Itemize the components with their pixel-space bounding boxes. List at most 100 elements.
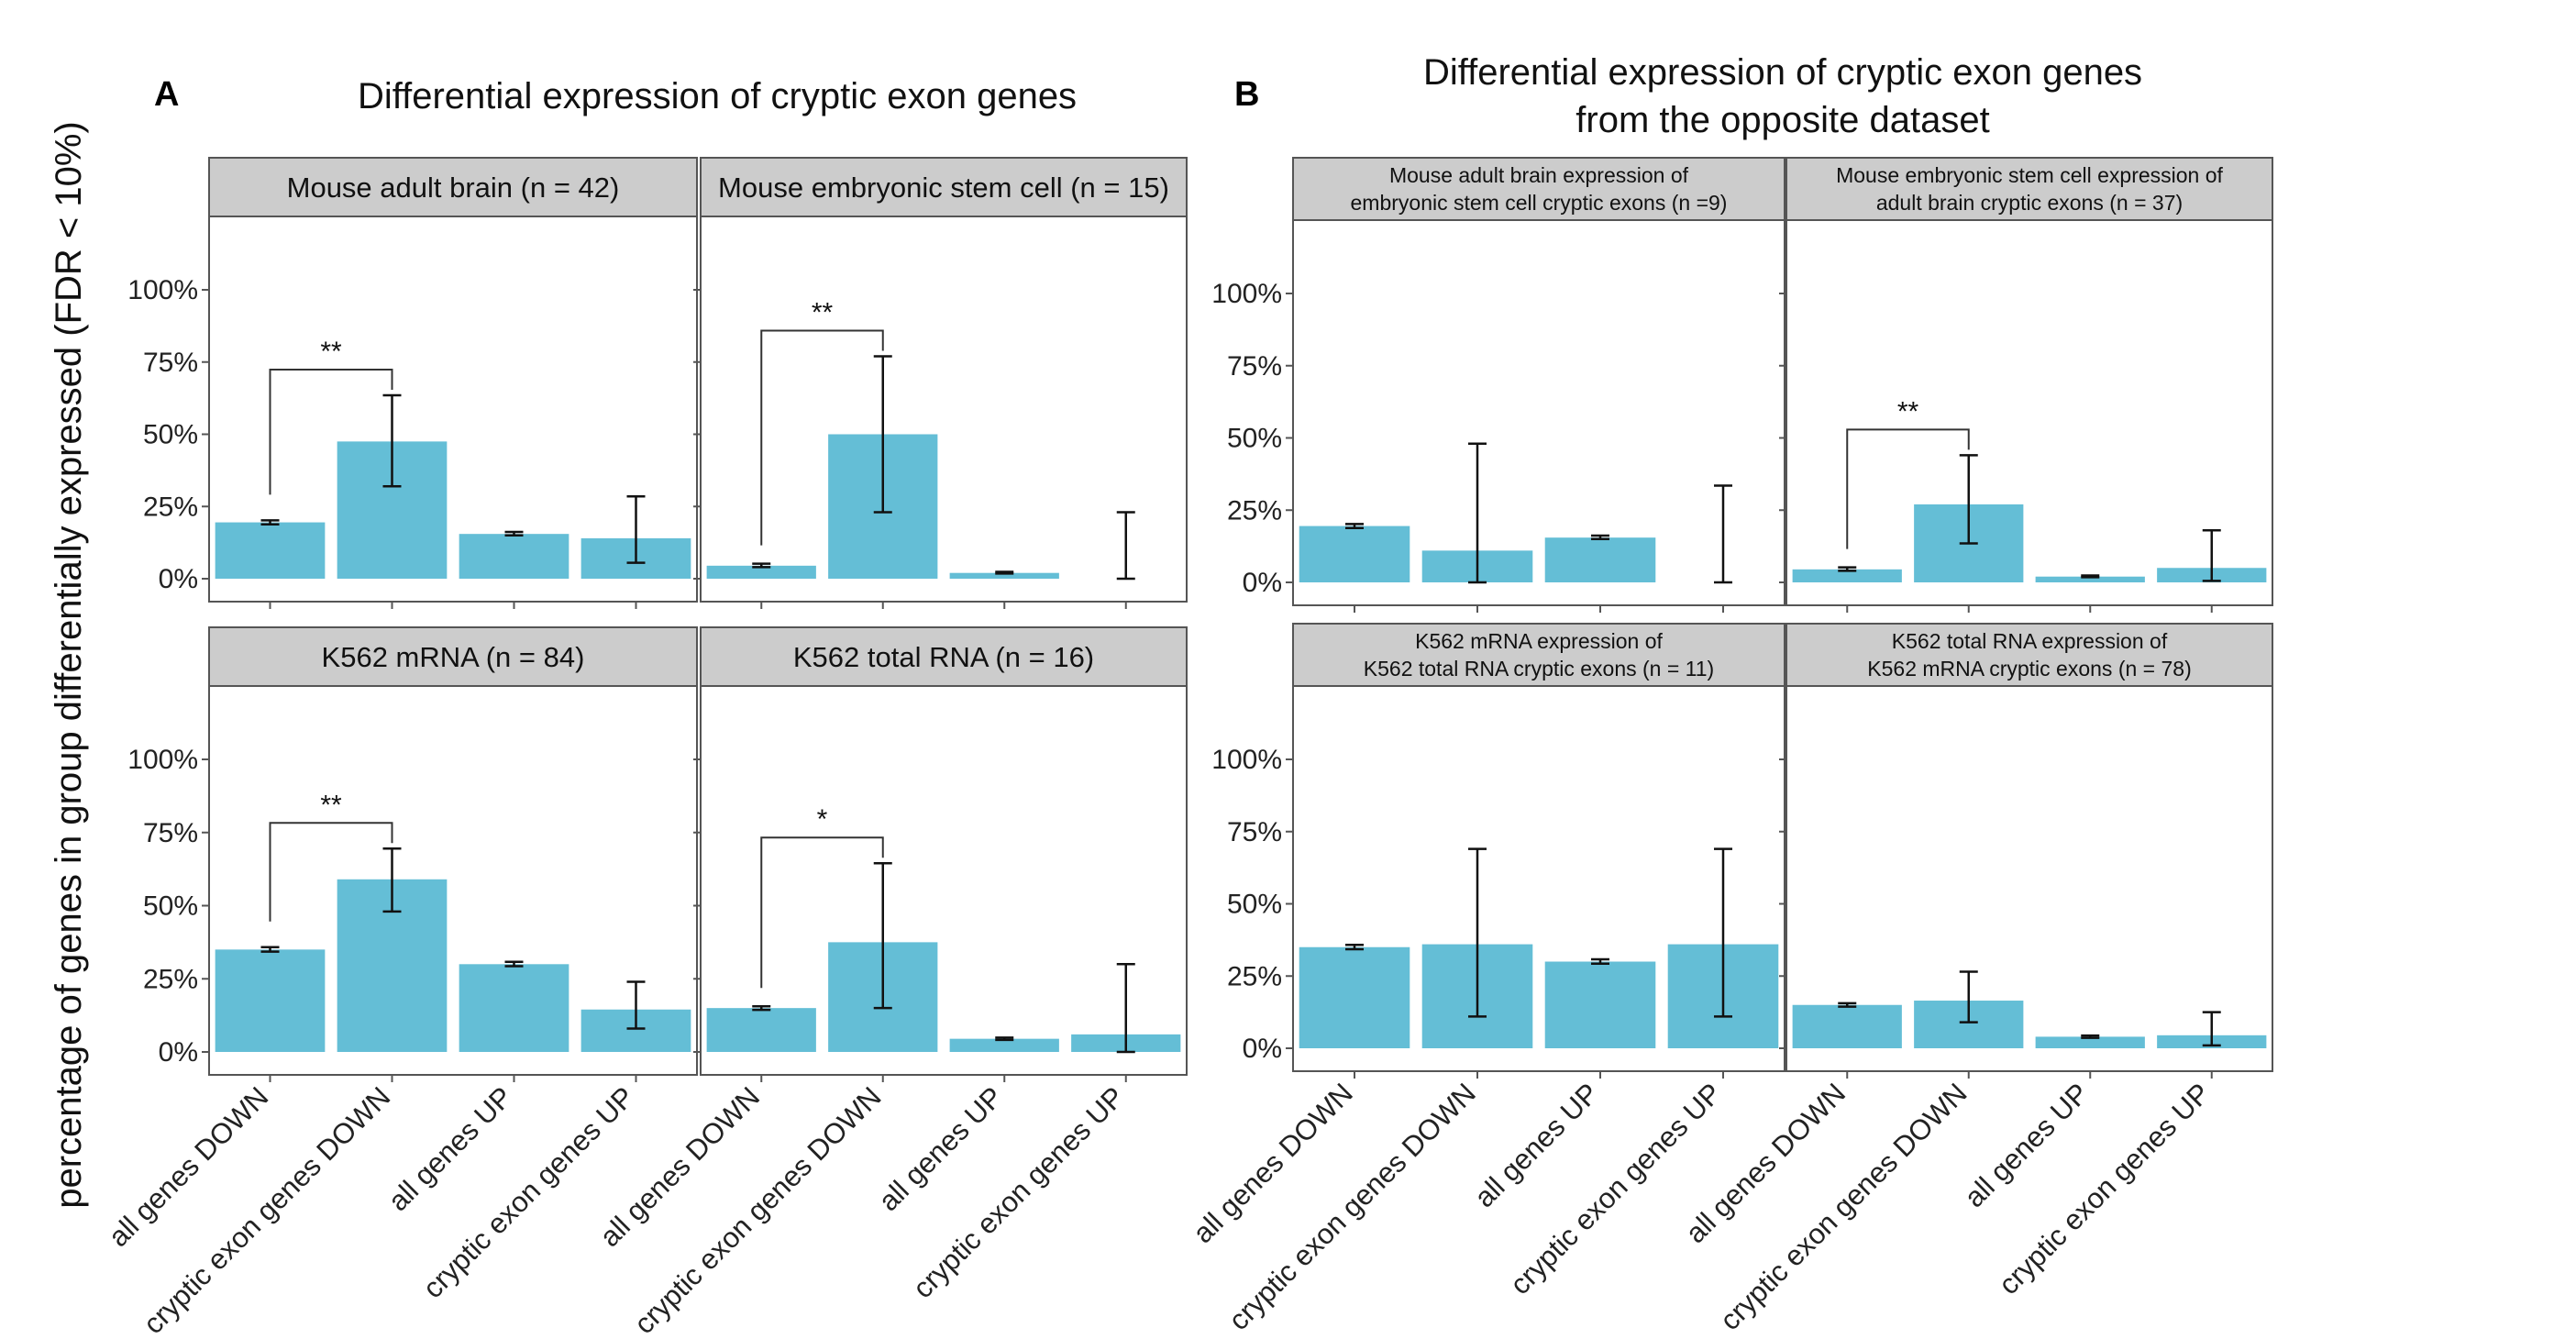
- error-bar: [1714, 484, 1732, 584]
- facet-strip: [1292, 157, 1786, 221]
- error-bar: [1116, 511, 1135, 581]
- bar: [2035, 1036, 2145, 1048]
- error-bar: [382, 393, 402, 488]
- error-bar: [1116, 963, 1135, 1054]
- facet-strip: [1292, 623, 1786, 687]
- significance-label: **: [320, 790, 342, 820]
- facet-title-line: K562 total RNA cryptic exons (n = 11): [1364, 657, 1714, 681]
- y-tick-label: 75%: [143, 348, 198, 378]
- error-bar: [1714, 847, 1732, 1018]
- y-tick-label: 100%: [1211, 279, 1282, 309]
- facet-title-line: adult brain cryptic exons (n = 37): [1876, 191, 2183, 215]
- error-bar: [1591, 534, 1609, 540]
- facet-6: Mouse embryonic stem cell expression of a…: [1779, 157, 2273, 613]
- y-tick-label: 75%: [143, 818, 198, 848]
- bar: [459, 964, 569, 1052]
- error-bar: [1959, 454, 1978, 545]
- y-tick-label: 0%: [1243, 1034, 1282, 1064]
- facet-panel: [700, 216, 1188, 603]
- significance-label: **: [320, 337, 342, 367]
- y-tick-label: 25%: [1227, 495, 1282, 526]
- y-tick-label: 100%: [1211, 745, 1282, 775]
- error-bar: [2202, 529, 2221, 582]
- bar: [1299, 526, 1410, 582]
- error-bar: [995, 570, 1014, 575]
- bar: [949, 1038, 1059, 1052]
- bar: [459, 534, 569, 579]
- bar: [1544, 961, 1656, 1048]
- facet-5: Mouse adult brain expression of embryonic…: [1211, 157, 1786, 613]
- error-bar: [873, 355, 892, 514]
- title-panel-a: Differential expression of cryptic exon …: [358, 76, 1077, 116]
- y-tick-label: 50%: [1227, 424, 1282, 454]
- error-bar: [2202, 1011, 2221, 1047]
- y-tick-label: 50%: [143, 891, 198, 922]
- bar: [706, 1008, 816, 1052]
- facet-strip: [700, 626, 1188, 687]
- facet-title-line: embryonic stem cell cryptic exons (n =9): [1351, 191, 1728, 215]
- error-bar: [1591, 957, 1609, 965]
- y-tick-label: 25%: [143, 964, 198, 994]
- error-bar: [1838, 1001, 1857, 1008]
- error-bar: [626, 494, 646, 564]
- x-tick-label: cryptic exon genes UP: [907, 1080, 1131, 1304]
- x-tick-label: all genes UP: [872, 1080, 1009, 1217]
- x-tick-label: cryptic exon genes DOWN: [628, 1080, 888, 1339]
- bar: [1299, 946, 1410, 1048]
- facet-strip: [1786, 623, 2273, 687]
- facet-1: Mouse adult brain (n = 42) 0% 25% 50% 75% 100…: [127, 157, 698, 609]
- bar: [1792, 1004, 1902, 1048]
- facet-title: Mouse adult brain (n = 42): [287, 172, 620, 204]
- error-bar: [2081, 1034, 2100, 1039]
- error-bar: [504, 960, 524, 968]
- facet-title: K562 total RNA (n = 16): [793, 641, 1094, 673]
- y-tick-label: 0%: [1243, 568, 1282, 598]
- y-tick-label: 50%: [143, 420, 198, 450]
- x-tick-label: cryptic exon genes UP: [1504, 1077, 1728, 1300]
- error-bar: [504, 530, 524, 537]
- x-tick-label: all genes UP: [1468, 1077, 1605, 1213]
- bar: [1792, 569, 1902, 582]
- y-axis-label: percentage of genes in group differentia…: [49, 121, 89, 1209]
- facet-title: K562 mRNA (n = 84): [322, 641, 585, 673]
- y-tick-label: 75%: [1227, 817, 1282, 847]
- y-tick-label: 100%: [127, 275, 198, 305]
- y-tick-label: 50%: [1227, 890, 1282, 920]
- bar: [949, 572, 1059, 579]
- facet-strip: [700, 157, 1188, 217]
- error-bar: [752, 562, 771, 569]
- error-bar: [260, 946, 280, 953]
- facet-panel: [1786, 219, 2273, 606]
- x-tick-label: all genes UP: [381, 1080, 518, 1217]
- y-tick-label: 25%: [1227, 961, 1282, 991]
- x-tick-label: cryptic exon genes UP: [1993, 1077, 2217, 1300]
- error-bar: [2081, 574, 2100, 579]
- significance-label: **: [812, 297, 834, 327]
- error-bar: [626, 980, 646, 1030]
- facet-title-line: K562 total RNA expression of: [1892, 629, 2168, 653]
- error-bar: [1959, 970, 1978, 1024]
- error-bar: [995, 1036, 1014, 1042]
- facet-strip: [208, 626, 698, 687]
- y-tick-label: 100%: [127, 745, 198, 775]
- facets: Mouse adult brain (n = 42) 0% 25% 50% 75% 100…: [102, 157, 2273, 1339]
- error-bar: [752, 1004, 771, 1012]
- facet-strip: [1786, 157, 2273, 221]
- error-bar: [1468, 847, 1487, 1018]
- x-tick-label: all genes UP: [1958, 1077, 2095, 1213]
- panel-letter-b: B: [1234, 75, 1259, 114]
- title-panel-b-line2: from the opposite dataset: [1575, 100, 1989, 140]
- x-tick-label: cryptic exon genes UP: [416, 1080, 640, 1304]
- significance-bracket: **: [269, 790, 393, 922]
- x-tick-label: cryptic exon genes DOWN: [137, 1080, 396, 1339]
- significance-bracket: **: [269, 337, 393, 495]
- error-bar: [1345, 943, 1364, 951]
- panel-letter-a: A: [154, 75, 179, 114]
- error-bar: [1345, 523, 1364, 530]
- facet-title-line: K562 mRNA cryptic exons (n = 78): [1867, 657, 2191, 681]
- facet-2: Mouse embryonic stem cell (n = 15) **: [693, 157, 1188, 609]
- error-bar: [873, 861, 892, 1010]
- bar: [215, 949, 326, 1052]
- significance-bracket: *: [760, 804, 884, 989]
